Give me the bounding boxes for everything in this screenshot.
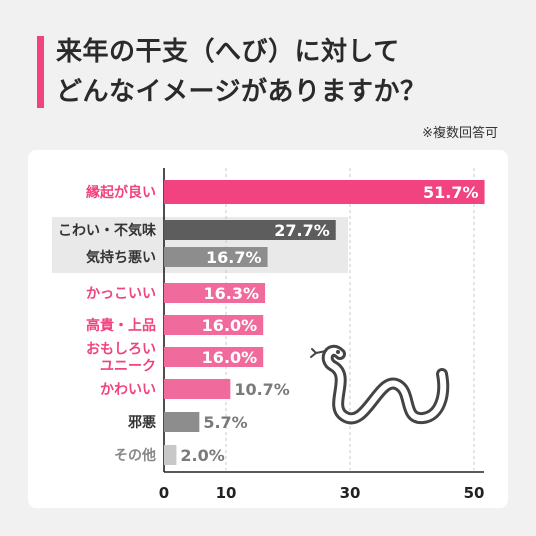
value-label: 51.7% bbox=[423, 183, 479, 202]
bar-8 bbox=[164, 412, 200, 432]
category-label: こわい・不気味 bbox=[58, 222, 156, 239]
value-label: 27.7% bbox=[274, 221, 330, 240]
category-label: 縁起が良い bbox=[86, 184, 156, 201]
category-label: かわいい bbox=[100, 382, 156, 398]
category-label: 高貴・上品 bbox=[86, 317, 156, 334]
value-label: 5.7% bbox=[203, 413, 247, 432]
bar-7 bbox=[164, 379, 231, 399]
bar-1 bbox=[164, 180, 485, 204]
value-label: 16.0% bbox=[202, 348, 258, 367]
bar-9 bbox=[164, 445, 177, 465]
x-tick-label: 10 bbox=[216, 484, 237, 502]
title-line-2: どんなイメージがありますか？ bbox=[56, 77, 427, 107]
category-label: 気持ち悪い bbox=[86, 249, 156, 266]
title-line-1: 来年の干支（へび）に対して bbox=[56, 37, 400, 67]
title-accent-bar bbox=[37, 36, 44, 108]
page-title: 来年の干支（へび）に対して どんなイメージがありますか？ bbox=[56, 32, 426, 112]
value-label: 16.3% bbox=[204, 284, 260, 303]
multiple-answers-note: ※複数回答可 bbox=[422, 126, 498, 141]
bar-2 bbox=[164, 220, 336, 240]
x-tick-label: 0 bbox=[159, 484, 169, 502]
bar-5 bbox=[164, 315, 264, 335]
bar-4 bbox=[164, 283, 266, 303]
snake-body bbox=[324, 347, 447, 422]
snake-tongue bbox=[310, 348, 327, 358]
category-label: その他 bbox=[114, 447, 156, 464]
x-tick-label: 50 bbox=[464, 484, 485, 502]
category-label: 邪悪 bbox=[127, 415, 156, 431]
value-label: 16.7% bbox=[206, 248, 262, 267]
chart-card bbox=[28, 150, 508, 508]
category-label: かっこいい bbox=[86, 286, 156, 302]
category-label: ユニーク bbox=[100, 359, 156, 375]
snake-eye bbox=[336, 350, 340, 354]
x-tick-label: 30 bbox=[340, 484, 361, 502]
bar-3 bbox=[164, 247, 268, 267]
value-label: 10.7% bbox=[234, 380, 290, 399]
bar-6 bbox=[164, 347, 264, 367]
category-label: おもしろい bbox=[86, 342, 156, 358]
value-label: 16.0% bbox=[202, 316, 258, 335]
value-label: 2.0% bbox=[180, 446, 224, 465]
